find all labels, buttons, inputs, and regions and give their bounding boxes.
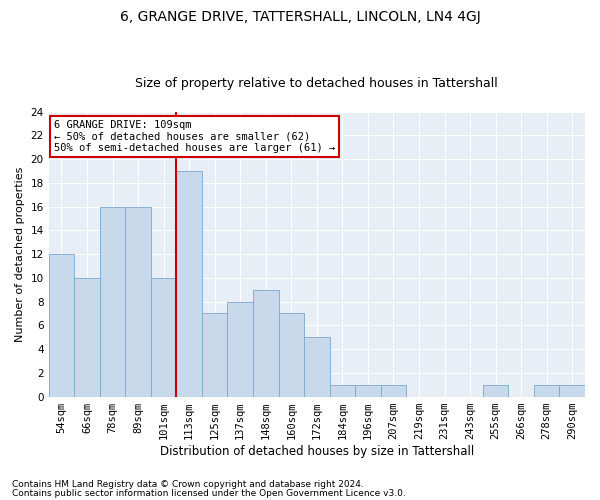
Bar [329,384,355,396]
Bar [304,337,329,396]
Bar [253,290,278,397]
Y-axis label: Number of detached properties: Number of detached properties [15,166,25,342]
Text: 6, GRANGE DRIVE, TATTERSHALL, LINCOLN, LN4 4GJ: 6, GRANGE DRIVE, TATTERSHALL, LINCOLN, L… [119,10,481,24]
Bar [151,278,176,396]
Text: 6 GRANGE DRIVE: 109sqm
← 50% of detached houses are smaller (62)
50% of semi-det: 6 GRANGE DRIVE: 109sqm ← 50% of detached… [54,120,335,154]
Bar [534,384,559,396]
Bar [559,384,585,396]
Bar [278,314,304,396]
Text: Contains public sector information licensed under the Open Government Licence v3: Contains public sector information licen… [12,490,406,498]
Bar [176,171,202,396]
Bar [202,314,227,396]
Bar [380,384,406,396]
Text: Contains HM Land Registry data © Crown copyright and database right 2024.: Contains HM Land Registry data © Crown c… [12,480,364,489]
Bar [49,254,74,396]
Bar [100,206,125,396]
X-axis label: Distribution of detached houses by size in Tattershall: Distribution of detached houses by size … [160,444,474,458]
Bar [355,384,380,396]
Bar [125,206,151,396]
Bar [483,384,508,396]
Bar [74,278,100,396]
Bar [227,302,253,396]
Title: Size of property relative to detached houses in Tattershall: Size of property relative to detached ho… [136,76,498,90]
